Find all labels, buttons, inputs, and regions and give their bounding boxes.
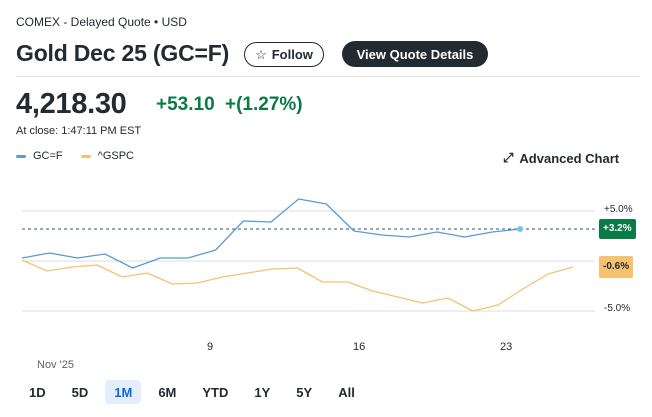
star-icon: ☆ [255,46,267,62]
expand-arrows-icon: ⤢ [503,150,514,165]
view-quote-details-button[interactable]: View Quote Details [342,41,488,67]
x-tick-label: 9 [207,341,214,353]
price: 4,218.30 [16,88,127,120]
header-divider [16,76,640,77]
range-selector: 1D 5D 1M 6M YTD 1Y 5Y All [20,380,372,404]
follow-button[interactable]: ☆ Follow [244,42,324,67]
legend-label-gspc: ^GSPC [97,150,134,162]
range-1m[interactable]: 1M [105,380,142,404]
x-tick-label: 16 [353,341,366,353]
range-6m[interactable]: 6M [158,384,177,400]
y-tick-label: -5.0% [604,303,631,314]
legend-item-gcf[interactable]: GC=F [16,150,63,162]
gspc-end-badge: -0.6% [599,256,634,278]
exchange-info: COMEX - Delayed Quote • USD [16,15,187,29]
last-point-marker [517,226,523,232]
chart-legend: GC=F ^GSPC [16,150,152,162]
legend-item-gspc[interactable]: ^GSPC [80,150,134,162]
legend-label-gcf: GC=F [33,150,63,162]
range-1d[interactable]: 1D [29,384,46,400]
legend-swatch-gspc [80,154,91,158]
range-5d[interactable]: 5D [71,384,89,400]
gcf-end-badge: +3.2% [599,219,636,239]
page-title: Gold Dec 25 (GC=F) [16,40,230,66]
legend-swatch-gcf [16,154,26,158]
close-time: At close: 1:47:11 PM EST [16,125,142,137]
price-chart[interactable] [0,190,652,330]
advanced-chart-label: Advanced Chart [519,150,620,166]
series-line-gspc [21,259,574,312]
x-month-label: Nov '25 [37,359,74,371]
x-tick-label: 23 [500,341,513,353]
range-ytd[interactable]: YTD [202,384,229,400]
price-change-percent: +(1.27%) [225,94,303,115]
series-line-gcf [21,198,521,269]
range-1y[interactable]: 1Y [254,384,271,400]
y-tick-label: +5.0% [604,204,633,215]
advanced-chart-link[interactable]: ⤢ Advanced Chart [503,150,619,166]
range-5y[interactable]: 5Y [296,384,313,400]
range-all[interactable]: All [338,384,355,400]
follow-label: Follow [271,47,313,62]
price-change: +53.10 [156,94,215,115]
